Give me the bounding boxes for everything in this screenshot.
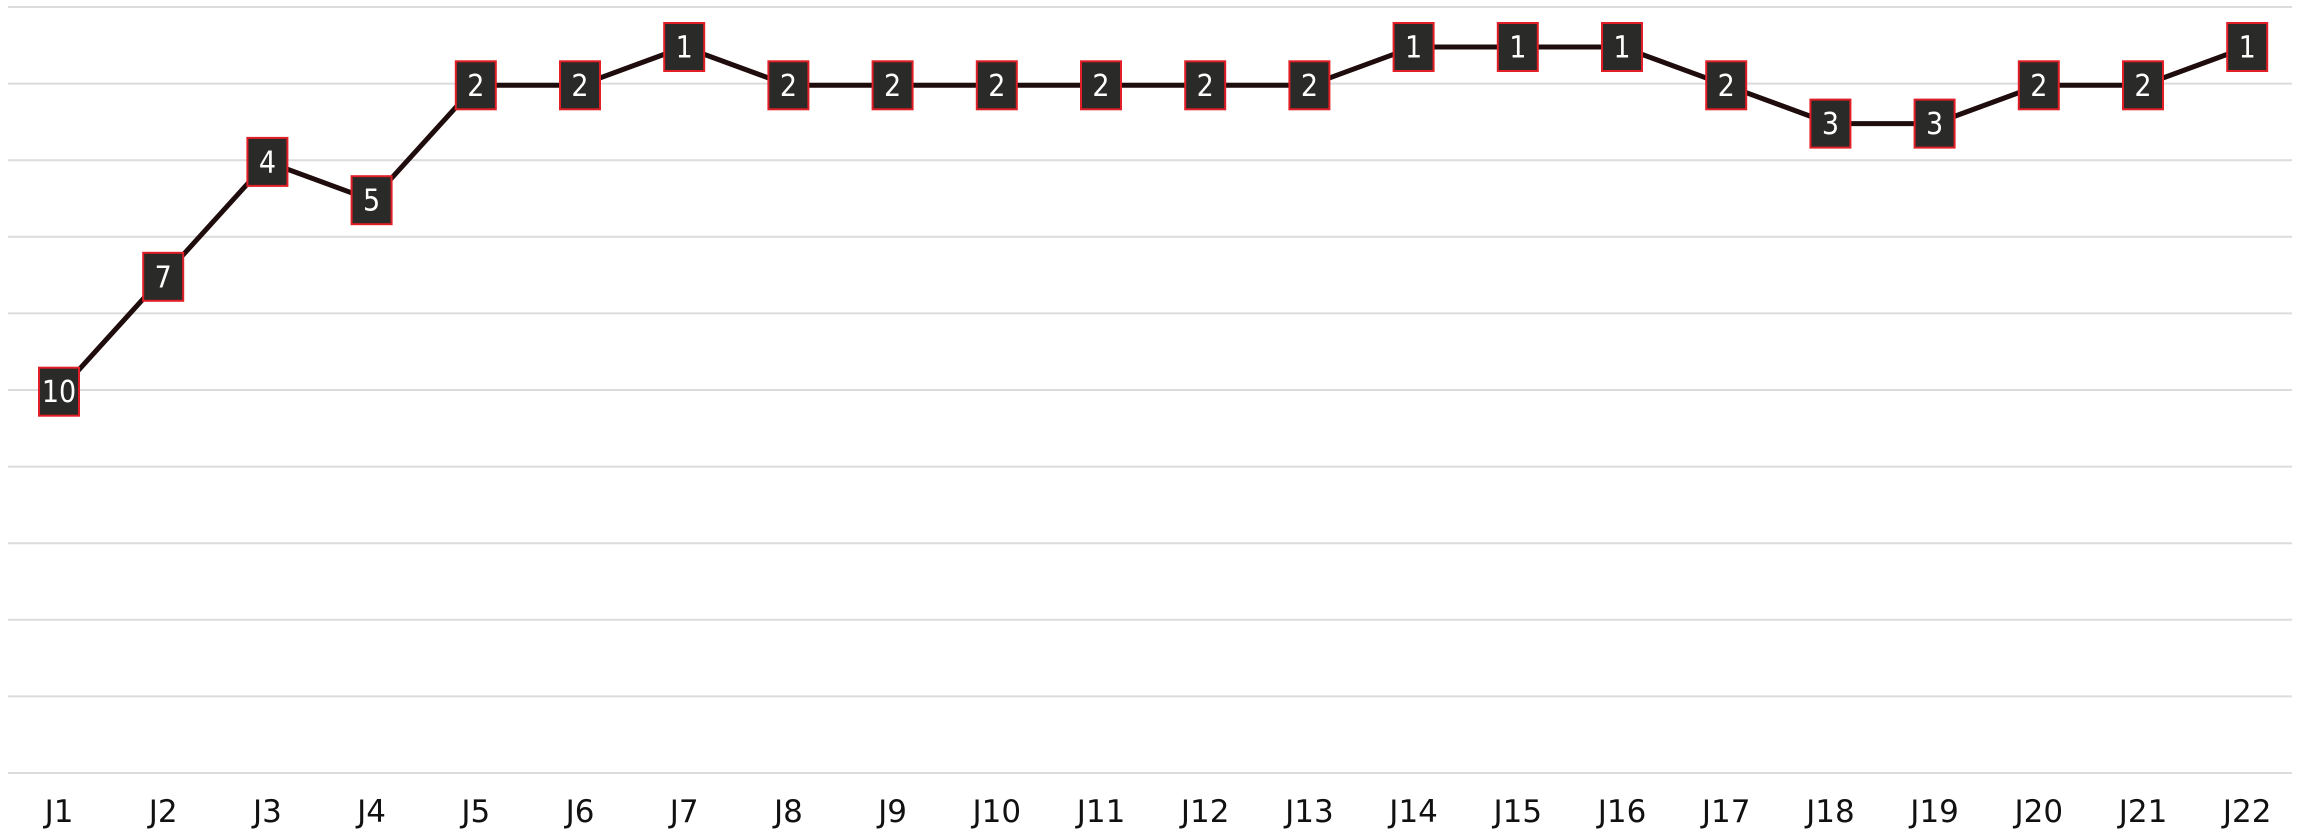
data-point: 1: [1601, 22, 1643, 72]
data-point: 2: [2122, 60, 2164, 111]
data-label: 2: [884, 69, 901, 104]
data-point: 2: [767, 60, 810, 111]
data-label: 2: [1197, 69, 1214, 104]
data-point: 1: [1392, 22, 1435, 72]
data-point: 10: [38, 366, 80, 417]
data-point: 3: [1913, 98, 1956, 149]
x-tick-label: J4: [355, 794, 386, 830]
x-tick-label: J5: [459, 794, 490, 830]
data-point-marker: [246, 136, 289, 187]
data-point: 2: [1184, 60, 1227, 111]
data-label: 2: [467, 69, 484, 104]
data-point-marker: [1913, 98, 1956, 149]
data-point-marker: [1705, 60, 1748, 111]
x-tick-label: J15: [1492, 794, 1543, 830]
x-tick-label: J16: [1596, 794, 1647, 830]
data-point: 1: [1496, 22, 1539, 72]
data-point-marker: [1080, 60, 1122, 111]
data-point: 7: [142, 251, 185, 302]
data-point-marker: [1184, 60, 1227, 111]
x-tick-label: J3: [251, 794, 282, 830]
data-point: 2: [975, 60, 1018, 111]
data-label: 2: [1718, 69, 1735, 104]
data-point: 1: [663, 22, 706, 72]
data-point-marker: [2122, 60, 2164, 111]
x-tick-label: J18: [1804, 794, 1855, 830]
x-tick-label: J9: [876, 794, 907, 830]
x-tick-label: J10: [971, 794, 1022, 830]
data-label: 2: [780, 69, 797, 104]
data-label: 2: [2030, 69, 2047, 104]
data-point-marker: [1496, 22, 1539, 72]
data-label: 1: [1405, 31, 1422, 66]
x-tick-label: J7: [668, 794, 699, 830]
data-label: 2: [1301, 69, 1318, 104]
data-point-marker: [1809, 98, 1852, 149]
data-label: 2: [571, 69, 588, 104]
data-label: 2: [988, 69, 1005, 104]
data-markers: 10 7 4 5 2 2 1 2 2 2 2 2 2 1 1 1 2 3 3 2 2 1: [38, 22, 2269, 417]
data-point-marker: [38, 366, 80, 417]
data-label: 4: [259, 145, 276, 180]
x-tick-label: J11: [1075, 794, 1126, 830]
data-label: 3: [1822, 107, 1839, 142]
x-axis-tick-labels: J1 J2 J3 J4 J5 J6 J7 J8 J9 J10 J11 J12 J13 J14 J15 J16 J…: [43, 794, 2272, 830]
data-point-marker: [975, 60, 1018, 111]
data-point-marker: [454, 60, 497, 111]
x-tick-label: J8: [772, 794, 803, 830]
data-point: 2: [454, 60, 497, 111]
x-tick-label: J22: [2221, 794, 2272, 830]
data-label: 2: [1092, 69, 1109, 104]
data-point: 2: [1288, 60, 1331, 111]
data-point: 1: [2226, 22, 2269, 72]
data-point: 2: [2017, 60, 2060, 111]
x-tick-label: J14: [1387, 794, 1438, 830]
data-point-marker: [663, 22, 706, 72]
data-point-marker: [2017, 60, 2060, 111]
data-label: 7: [155, 260, 172, 295]
data-point: 2: [871, 60, 914, 111]
data-point: 4: [246, 136, 289, 187]
data-label: 1: [676, 31, 693, 66]
x-tick-label: J13: [1283, 794, 1334, 830]
data-point-marker: [2226, 22, 2269, 72]
x-tick-label: J21: [2117, 794, 2168, 830]
data-label: 1: [2239, 31, 2256, 66]
data-label: 3: [1926, 107, 1943, 142]
x-tick-label: J1: [43, 794, 74, 830]
data-point-marker: [871, 60, 914, 111]
data-point-marker: [559, 60, 601, 111]
grid-lines: [8, 6, 2292, 774]
data-point-marker: [350, 175, 393, 226]
data-point-marker: [142, 251, 185, 302]
data-label: 5: [363, 184, 380, 219]
x-tick-label: J17: [1700, 794, 1751, 830]
data-point-marker: [1601, 22, 1643, 72]
x-tick-label: J6: [564, 794, 595, 830]
data-point: 2: [559, 60, 601, 111]
data-point-marker: [767, 60, 810, 111]
data-label: 1: [1509, 31, 1526, 66]
data-label: 10: [42, 375, 76, 410]
data-point-marker: [1288, 60, 1331, 111]
data-point: 2: [1705, 60, 1748, 111]
data-point: 3: [1809, 98, 1852, 149]
data-label: 1: [1613, 31, 1630, 66]
x-tick-label: J20: [2013, 794, 2064, 830]
x-tick-label: J19: [1908, 794, 1959, 830]
data-point: 5: [350, 175, 393, 226]
x-tick-label: J2: [147, 794, 178, 830]
data-label: 2: [2134, 69, 2151, 104]
x-tick-label: J12: [1179, 794, 1230, 830]
data-point: 2: [1080, 60, 1122, 111]
data-point-marker: [1392, 22, 1435, 72]
series-line: [57, 44, 2249, 394]
